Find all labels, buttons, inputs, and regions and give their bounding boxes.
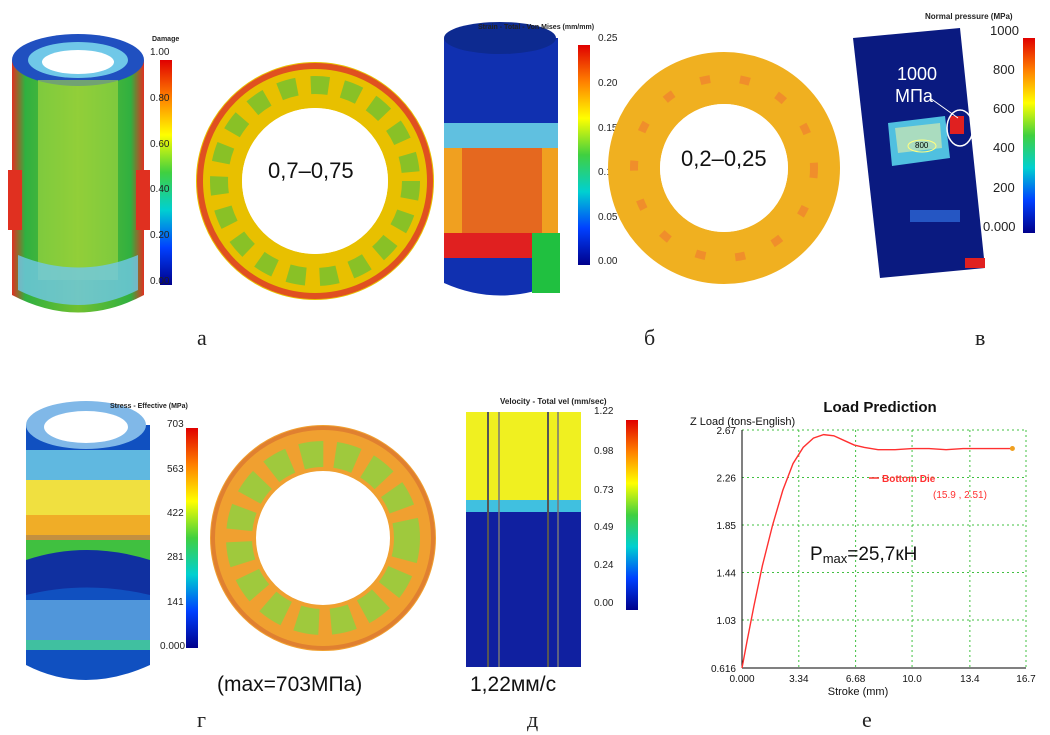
panel-b-tick-5: 0.00	[598, 256, 618, 267]
panel-b-colorbar	[578, 45, 590, 265]
y-tick-label: 1.85	[717, 521, 737, 532]
load-prediction-chart: Load Prediction Z Load (tons-English) St…	[690, 399, 1036, 698]
panel-b-tick-2: 0.15	[598, 123, 618, 134]
chart-xlabel: Stroke (mm)	[828, 686, 889, 698]
panel-a-tick-2: 0.60	[150, 139, 170, 150]
panel-v-colorbar	[1023, 38, 1035, 233]
panel-a-tick-1: 0.80	[150, 93, 170, 104]
x-tick-label: 16.7	[1016, 674, 1036, 685]
panel-b-tick-4: 0.05	[598, 212, 618, 223]
panel-d-tick-2: 0.73	[594, 485, 614, 496]
panel-v-tick-4: 200	[993, 180, 1015, 195]
panel-d-colorbar	[626, 420, 638, 610]
panel-b-tick-0: 0.25	[598, 33, 618, 44]
series-line-bottom-die	[741, 433, 1013, 669]
caption-g: г	[197, 707, 207, 732]
x-tick-label: 3.34	[789, 674, 809, 685]
panel-g-ring	[210, 425, 436, 651]
caption-a: а	[197, 325, 207, 350]
caption-d: д	[527, 707, 539, 732]
panel-a-ring	[196, 62, 434, 300]
y-tick-label: 2.67	[717, 426, 737, 437]
panel-v-legend-title: Normal pressure (MPa)	[925, 12, 1013, 21]
panel-b-tick-3: 0.10	[598, 167, 618, 178]
panel-g-tick-0: 703	[167, 419, 184, 430]
panel-d-legend-title: Velocity - Total vel (mm/sec)	[500, 397, 607, 406]
caption-b: б	[644, 325, 656, 350]
panel-a-cylinder-cutaway	[8, 34, 150, 313]
panel-b-legend-title: Strain - Total - Von Mises (mm/mm)	[478, 24, 595, 31]
x-tick-label: 0.000	[729, 674, 754, 685]
x-tick-label: 10.0	[902, 674, 922, 685]
panel-v-callout	[907, 97, 974, 153]
panel-v-tick-0: 1000	[990, 23, 1019, 38]
caption-e: е	[862, 707, 872, 732]
x-tick-label: 6.68	[846, 674, 866, 685]
overlay-prefix: P	[810, 544, 823, 565]
panel-d-velocity-field	[466, 412, 581, 667]
series-end-point	[1009, 446, 1015, 452]
panel-d-tick-1: 0.98	[594, 446, 614, 457]
panel-v-tick-5: 0.000	[983, 219, 1016, 234]
chart-ylabel: Z Load (tons-English)	[690, 416, 795, 428]
panel-d-tick-5: 0.00	[594, 598, 614, 609]
panel-d-tick-3: 0.49	[594, 522, 614, 533]
panel-g-note: (max=703МПа)	[217, 673, 363, 696]
y-tick-label: 1.44	[717, 569, 737, 580]
panel-a-colorbar	[160, 60, 172, 285]
panel-g-tick-1: 563	[167, 464, 184, 475]
panel-g-colorbar	[186, 428, 198, 648]
panel-g-cylinder-cutaway	[26, 401, 150, 680]
y-tick-label: 2.26	[717, 474, 737, 485]
panel-v-tick-3: 400	[993, 140, 1015, 155]
panel-d-note: 1,22мм/с	[470, 673, 557, 696]
panel-b-ring-label: 0,2–0,25	[681, 146, 767, 171]
panel-v-small-label: 800	[915, 141, 929, 150]
chart-title: Load Prediction	[823, 399, 936, 416]
panel-g-tick-3: 281	[167, 552, 184, 563]
y-tick-label: 0.616	[711, 664, 736, 675]
overlay-rest: =25,7кН	[847, 544, 917, 565]
panel-v-die-surface	[853, 28, 985, 278]
panel-d-tick-4: 0.24	[594, 560, 614, 571]
panel-b-tick-1: 0.20	[598, 78, 618, 89]
chart-overlay-text: Pmax=25,7кН	[810, 544, 917, 566]
panel-g-tick-5: 0.000	[160, 641, 186, 652]
panel-v-callout-value: 1000	[897, 64, 938, 84]
panel-v-tick-1: 800	[993, 62, 1015, 77]
caption-v: в	[975, 325, 986, 350]
panel-a-tick-0: 1.00	[150, 47, 170, 58]
chart-annotation: (15.9 , 2.51)	[933, 490, 987, 501]
panel-a-tick-3: 0.40	[150, 184, 170, 195]
panel-g-legend-title: Stress - Effective (MPa)	[110, 403, 188, 410]
legend-label: Bottom Die	[882, 474, 936, 485]
panel-a-tick-5: 0.00	[150, 276, 170, 287]
panel-a-legend-title: Damage	[152, 36, 180, 43]
panel-d-tick-0: 1.22	[594, 406, 614, 417]
x-tick-label: 13.4	[960, 674, 980, 685]
panel-b-ring	[608, 52, 840, 284]
panel-a-ring-label: 0,7–0,75	[268, 158, 354, 183]
panel-v-tick-2: 600	[993, 101, 1015, 116]
overlay-sub: max	[823, 551, 848, 566]
panel-b-cylinder-cutaway	[444, 22, 560, 296]
panel-g-tick-2: 422	[167, 508, 184, 519]
panel-a-tick-4: 0.20	[150, 230, 170, 241]
y-tick-label: 1.03	[717, 616, 737, 627]
panel-v-callout-unit: МПа	[895, 86, 933, 106]
panel-g-tick-4: 141	[167, 597, 184, 608]
